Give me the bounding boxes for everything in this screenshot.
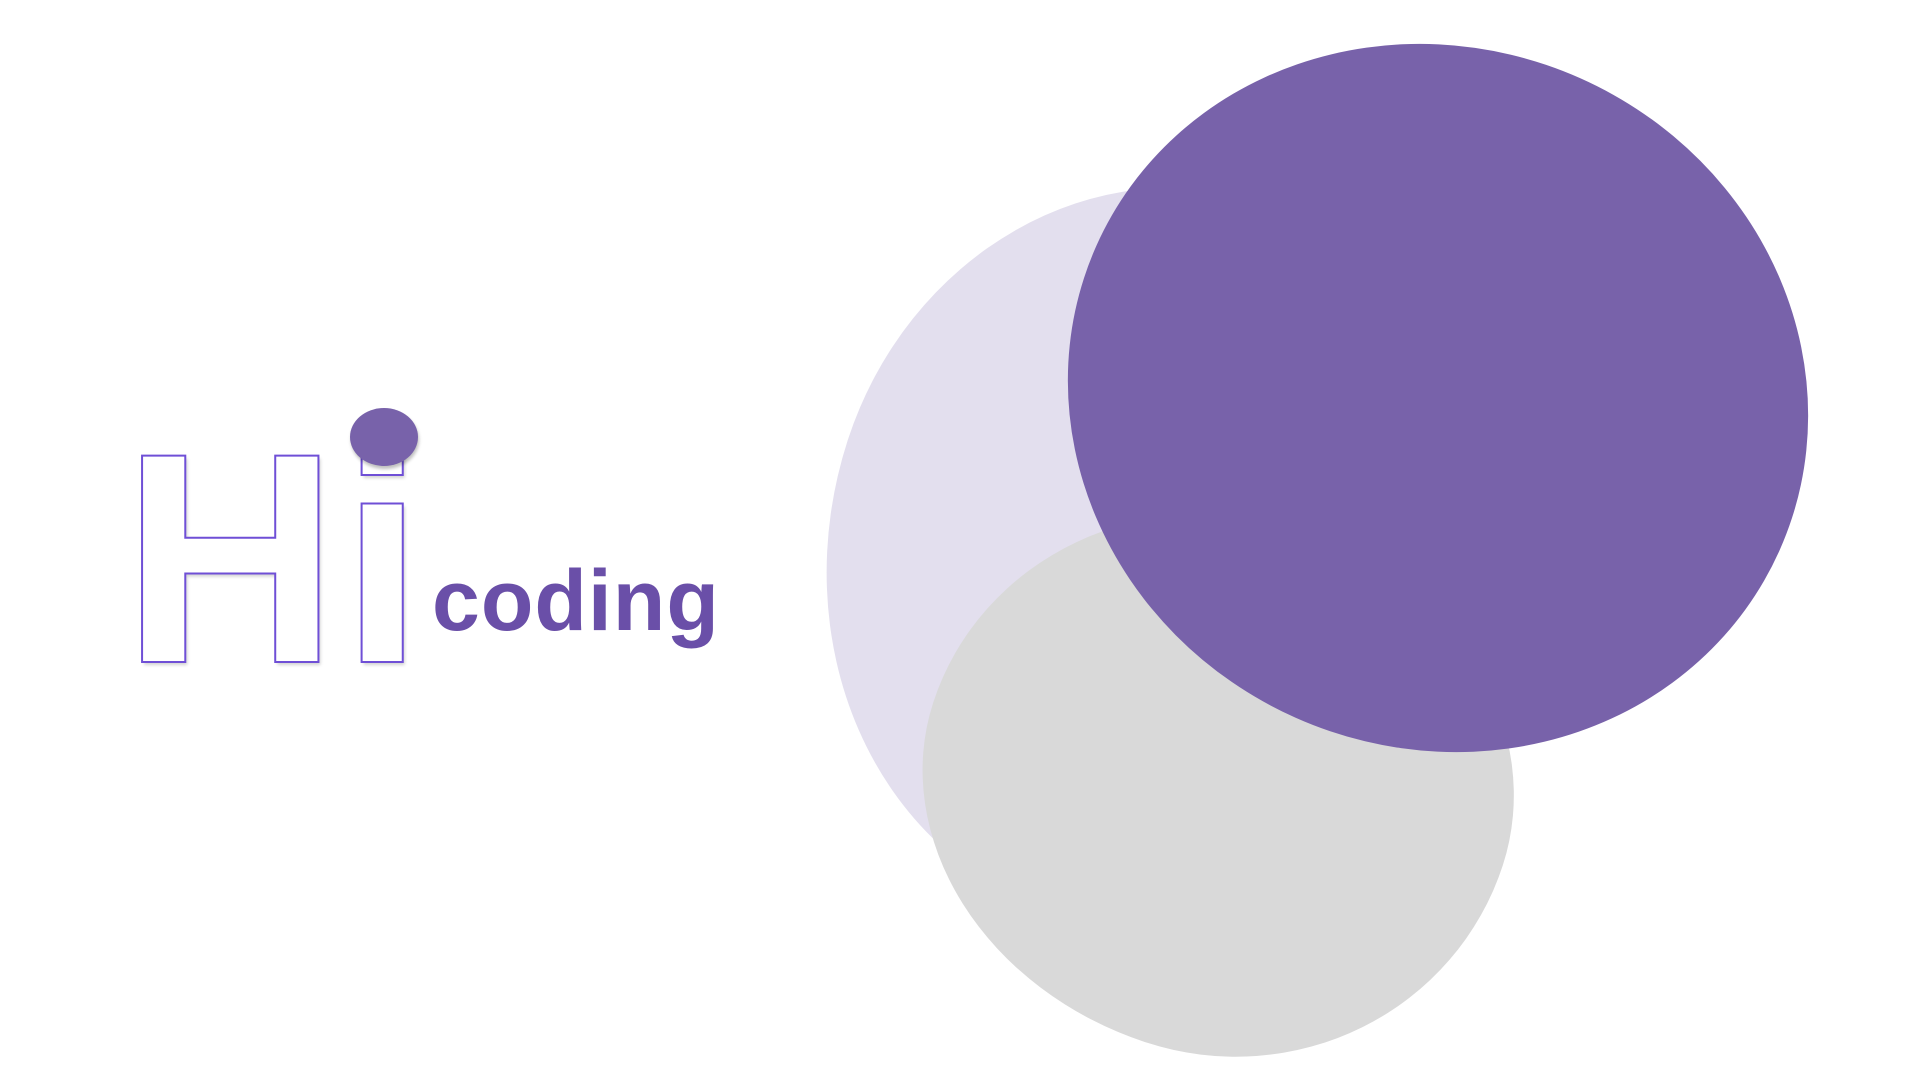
hicoding-logo: Hi coding xyxy=(121,407,802,709)
logo-i-dot xyxy=(350,408,418,466)
logo-coding-text: coding xyxy=(432,553,720,649)
